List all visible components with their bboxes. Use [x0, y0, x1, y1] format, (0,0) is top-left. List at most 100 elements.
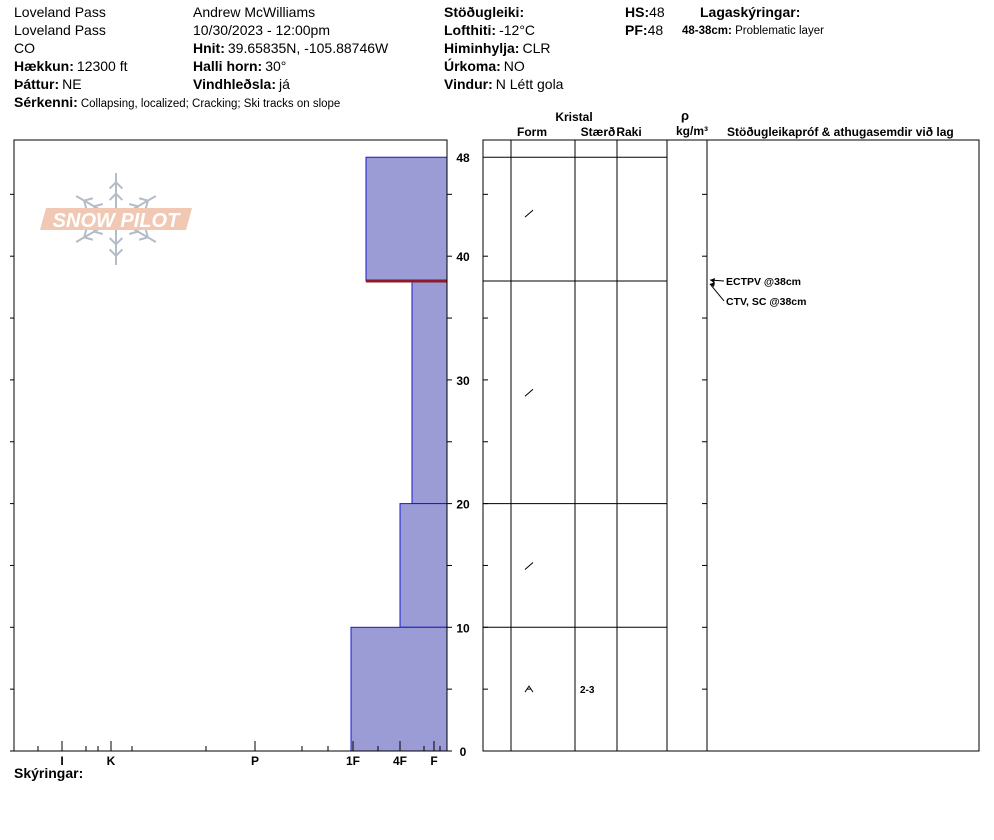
elevation: Hækkun: 12300 ft: [14, 57, 340, 75]
observer: Andrew McWilliams: [193, 4, 316, 20]
flake-branch: [128, 230, 139, 235]
hardness-tick-label: F: [430, 754, 437, 768]
hardness-tick-label: 4F: [393, 754, 407, 768]
flake-branch: [115, 237, 124, 246]
air-temp: Lofthiti: -12°C: [444, 21, 563, 39]
flake-branch: [138, 197, 149, 202]
datetime: 10/30/2023 - 12:00pm: [193, 22, 330, 38]
slope-label: Halli horn:: [193, 58, 263, 74]
flake-branch: [83, 200, 88, 210]
precip-value: NO: [503, 58, 525, 74]
hs: HS:48: [625, 3, 665, 21]
wind-loading: Vindhleðsla: já: [193, 75, 388, 93]
flake-branch: [93, 230, 104, 235]
flake-branch: [144, 200, 149, 210]
coords-value: 39.65835N, -105.88746W: [227, 40, 389, 56]
hardness-layer-2: [411, 280, 448, 505]
flake-branch: [108, 237, 117, 246]
flake-branch: [115, 248, 124, 257]
layer-note-text: Problematic layer: [735, 25, 824, 37]
col-tests: Stöðugleikapróf & athugasemdir við lag: [727, 125, 954, 139]
precip-label: Úrkoma:: [444, 58, 501, 74]
layer-note-range: 48-38cm:: [682, 25, 732, 37]
features-value: Collapsing, localized; Cracking; Ski tra…: [80, 98, 341, 110]
aspect-value: NE: [62, 76, 82, 92]
test-arrowhead: [710, 277, 715, 283]
flake-branch: [115, 181, 124, 190]
slope-angle: Halli horn: 30°: [193, 57, 388, 75]
test-arrowhead: [710, 281, 715, 287]
y-tick-label: 10: [456, 621, 470, 635]
air-temp-label: Lofthiti:: [444, 22, 497, 38]
flake-branch: [144, 228, 149, 238]
decomposing-fragments-icon: [524, 388, 534, 397]
features: Sérkenni: Collapsing, localized; Cracking…: [14, 93, 340, 113]
depth-hoar-icon: [524, 685, 534, 693]
flake-branch: [108, 192, 117, 201]
test-pointer: [709, 283, 725, 302]
wind-label: Vindur:: [444, 76, 493, 92]
stability-label: Stöðugleiki:: [444, 4, 525, 20]
col-density-unit: kg/m³: [676, 124, 708, 138]
flake-branch: [83, 228, 88, 238]
col-size: Stærð: [581, 125, 616, 139]
slope-value: 30°: [265, 58, 287, 74]
pf: PF:48: [625, 21, 665, 39]
col-moisture: Raki: [616, 125, 641, 139]
flake-branch: [108, 181, 117, 190]
y-tick-label: 40: [456, 250, 470, 264]
flake-branch: [108, 248, 117, 257]
col-rho: ρ: [681, 108, 689, 123]
notes-label: Skýringar:: [14, 765, 83, 781]
state: CO: [14, 40, 35, 56]
stability-test-label: CTV, SC @38cm: [726, 296, 806, 308]
y-tick-label: 0: [460, 745, 467, 759]
precip: Úrkoma: NO: [444, 57, 563, 75]
hardness-tick-label: K: [107, 754, 116, 768]
col-crystal: Kristal: [555, 110, 592, 124]
hs-value: 48: [649, 4, 665, 20]
coords-label: Hnit:: [193, 40, 225, 56]
logo-text: SNOW PILOT: [53, 210, 181, 232]
aspect: Þáttur: NE: [14, 75, 340, 93]
flake-branch: [93, 203, 104, 208]
wind-loading-value: já: [278, 76, 290, 92]
hardness-tick-label: 1F: [346, 754, 360, 768]
elevation-value: 12300 ft: [76, 58, 128, 74]
y-tick-label: 30: [456, 374, 470, 388]
layer-table-frame: [482, 139, 980, 752]
sky-value: CLR: [522, 40, 551, 56]
flake-branch: [83, 197, 94, 202]
aspect-label: Þáttur:: [14, 76, 60, 92]
wind-value: N Létt gola: [495, 76, 564, 92]
decomposing-fragments-icon: [524, 209, 534, 218]
features-label: Sérkenni:: [14, 94, 78, 110]
area: Loveland Pass: [14, 22, 106, 38]
grain-size: 2-3: [580, 685, 595, 696]
flake-branch: [138, 236, 149, 241]
location: Loveland Pass: [14, 4, 106, 20]
snowpilot-logo: SNOW PILOT: [40, 173, 192, 265]
wind-loading-label: Vindhleðsla:: [193, 76, 276, 92]
hardness-layer-3: [399, 503, 448, 628]
air-temp-value: -12°C: [499, 22, 536, 38]
sky-label: Himinhylja:: [444, 40, 520, 56]
stability: Stöðugleiki:: [444, 3, 563, 21]
sky: Himinhylja: CLR: [444, 39, 563, 57]
hardness-layer-1: [365, 156, 448, 282]
layer-notes-label: Lagaskýringar:: [700, 4, 801, 20]
hardness-plot-frame: [13, 139, 448, 752]
hs-label: HS:: [625, 4, 650, 20]
pf-label: PF:: [625, 22, 648, 38]
pf-value: 48: [647, 22, 664, 38]
hardness-tick-label: P: [251, 754, 259, 768]
y-tick-label: 20: [456, 498, 470, 512]
decomposing-fragments-icon: [524, 562, 534, 570]
logo-band: [40, 208, 192, 230]
y-tick-label: 48: [456, 151, 470, 165]
wind: Vindur: N Létt gola: [444, 75, 563, 93]
col-form: Form: [517, 125, 547, 139]
flake-branch: [128, 203, 139, 208]
flake-branch: [115, 192, 124, 201]
